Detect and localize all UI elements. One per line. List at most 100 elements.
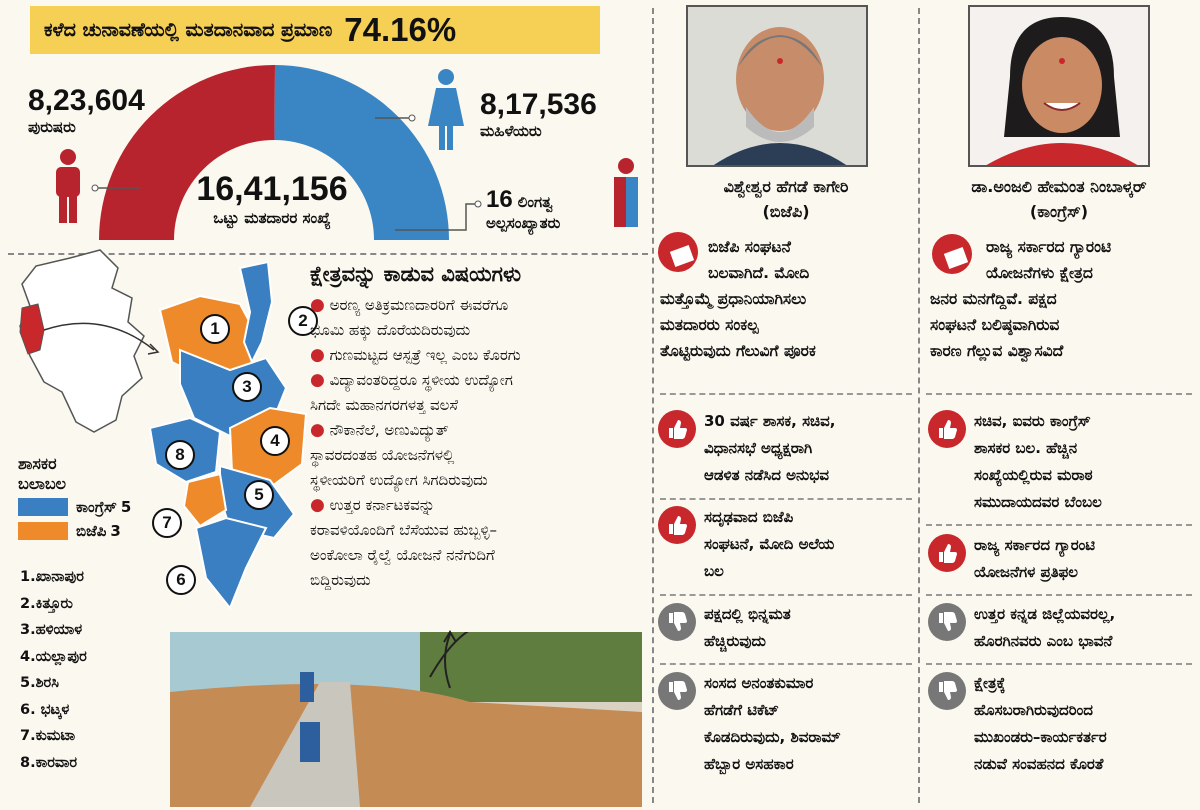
point-line: ಶಾಸಕರ ಬಲ. ಹೆಚ್ಚಿನ xyxy=(974,439,1078,457)
candidate1-divider xyxy=(660,393,912,395)
issue-text: ಸಿಗದೇ ಮಹಾನಗರಗಳತ್ತ ವಲಸೆ xyxy=(310,396,458,414)
candidate1-point-3: ಪಕ್ಷದಲ್ಲಿ ಭಿನ್ನಮತ ಹೆಚ್ಚಿರುವುದು xyxy=(658,603,791,655)
photo-arrow-icon xyxy=(443,630,457,689)
bjp-swatch xyxy=(18,522,68,540)
issue-text: ನೌಕಾನೆಲೆ, ಅಣುವಿದ್ಯುತ್ xyxy=(329,421,449,439)
transgender-figure-icon xyxy=(614,158,638,227)
female-leader-dot xyxy=(408,114,416,122)
candidate2-quote-icon xyxy=(930,232,978,282)
quote-line: ಜನರ ಮನಗೆದ್ದಿವೆ. ಪಕ್ಷದ xyxy=(930,290,1057,308)
issue-item-4: ● ನೌಕಾನೆಲೆ, ಅಣುವಿದ್ಯುತ್ ಸ್ಥಾವರದಂತಹ ಯೋಜನೆ… xyxy=(310,418,650,493)
candidate2-party: (ಕಾಂಗ್ರೆಸ್) xyxy=(1029,202,1089,221)
issue-text: ಉತ್ತರ ಕರ್ನಾಟಕವನ್ನು xyxy=(329,496,435,514)
column-divider-1 xyxy=(652,8,654,803)
photo-pointer-arrow xyxy=(429,632,469,678)
seat-legend: ಶಾಸಕರ ಬಲಾಬಲ ಕಾಂಗ್ರೆಸ್ 5 ಬಿಜೆಪಿ 3 xyxy=(18,454,131,540)
issue-item-5: ● ಉತ್ತರ ಕರ್ನಾಟಕವನ್ನು ಕರಾವಳಿಯೊಂದಿಗೆ ಬೆಸೆಯ… xyxy=(310,493,650,593)
congress-count: 5 xyxy=(120,498,132,516)
point-line: ಪಕ್ಷದಲ್ಲಿ ಭಿನ್ನಮತ xyxy=(704,605,791,623)
railway-site-photo xyxy=(170,632,642,807)
candidate1-point-4: ಸಂಸದ ಅನಂತಕುಮಾರ ಹೆಗಡೆಗೆ ಟಿಕೆಟ್ ಕೊಡದಿರುವುದ… xyxy=(658,672,841,778)
quote-line: ಮತದಾರರು ಸಂಕಲ್ಪ xyxy=(660,316,759,334)
issue-item-1: ● ಅರಣ್ಯ ಅತಿಕ್ರಮಣದಾರರಿಗೆ ಈವರೆಗೂ ಭೂಮಿ ಹಕ್ಕ… xyxy=(310,293,650,343)
trans-leader-line xyxy=(395,203,478,231)
constituency-2-region xyxy=(238,260,274,365)
total-voters-label: ಒಟ್ಟು ಮತದಾರರ ಸಂಖ್ಯೆ xyxy=(213,209,331,227)
quote-line: ಬಲವಾಗಿದೆ. ಮೋದಿ xyxy=(708,264,810,282)
point-line: ಮುಖಂಡರು–ಕಾರ್ಯಕರ್ತರ xyxy=(974,728,1107,746)
quote-line: ಮತ್ತೊಮ್ಮೆ ಪ್ರಧಾನಿಯಾಗಿಸಲು xyxy=(660,290,807,308)
issue-item-3: ● ವಿದ್ಯಾವಂತರಿದ್ದರೂ ಸ್ಥಳೀಯ ಉದ್ಯೋಗ ಸಿಗದೇ ಮ… xyxy=(310,368,650,418)
female-figure-icon xyxy=(428,69,464,150)
map-number-4: 4 xyxy=(260,426,290,456)
point-line: ವಿಧಾನಸಭೆ ಅಧ್ಯಕ್ಷರಾಗಿ xyxy=(704,439,813,457)
issue-text: ವಿದ್ಯಾವಂತರಿದ್ದರೂ ಸ್ಥಳೀಯ ಉದ್ಯೋಗ xyxy=(329,371,513,389)
district-map xyxy=(19,249,308,610)
point-line: 30 ವರ್ಷ ಶಾಸಕ, ಸಚಿವ, xyxy=(704,412,836,430)
constituency-item: 1.ಖಾನಾಪುರ xyxy=(20,569,84,585)
candidate2-point-4: ಕ್ಷೇತ್ರಕ್ಕೆ ಹೊಸಬರಾಗಿರುವುದರಿಂದ ಮುಖಂಡರು–ಕಾ… xyxy=(928,672,1107,778)
candidate2-divider xyxy=(926,393,1192,395)
candidate2-point-1: ಸಚಿವ, ಐವರು ಕಾಂಗ್ರೆಸ್ ಶಾಸಕರ ಬಲ. ಹೆಚ್ಚಿನ ಸ… xyxy=(928,410,1102,516)
issue-text: ಅಂಕೋಲಾ ರೈಲ್ವೆ ಯೋಜನೆ ನನೆಗುದಿಗೆ xyxy=(310,546,495,564)
female-voters-value: 8,17,536 xyxy=(480,88,597,121)
candidate1-point-2: ಸದೃಢವಾದ ಬಿಜೆಪಿ ಸಂಘಟನೆ, ಮೋದಿ ಅಲೆಯ ಬಲ xyxy=(658,506,834,585)
voter-semicircle-chart xyxy=(56,64,638,240)
trans-leader-dot xyxy=(474,200,482,208)
thumbs-up-icon xyxy=(658,410,696,448)
congress-label: ಕಾಂಗ್ರೆಸ್ xyxy=(76,498,117,516)
point-line: ಸಚಿವ, ಐವರು ಕಾಂಗ್ರೆಸ್ xyxy=(974,412,1091,430)
thumbs-up-icon xyxy=(658,506,696,544)
congress-swatch xyxy=(18,498,68,516)
candidate1-quote-icon xyxy=(656,230,704,280)
candidate2-identity: ಡಾ.ಅಂಜಲಿ ಹೇಮಂತ ನಿಂಬಾಳ್ಕರ್ (ಕಾಂಗ್ರೆಸ್) xyxy=(924,174,1194,224)
issue-text: ಬಿದ್ದಿರುವುದು xyxy=(310,571,371,589)
constituency-item: 3.ಹಳಿಯಾಳ xyxy=(20,622,83,638)
candidate2-quote: ರಾಜ್ಯ ಸರ್ಕಾರದ ಗ್ಯಾರಂಟಿ ಯೋಜನೆಗಳು ಕ್ಷೇತ್ರದ… xyxy=(930,234,1192,364)
male-figure-icon xyxy=(56,149,80,223)
female-voters-arc xyxy=(274,65,449,240)
candidate2-name: ಡಾ.ಅಂಜಲಿ ಹೇಮಂತ ನಿಂಬಾಳ್ಕರ್ xyxy=(971,177,1147,196)
issue-text: ಭೂಮಿ ಹಕ್ಕು ದೊರೆಯದಿರುವುದು xyxy=(310,321,471,339)
issues-title: ಕ್ಷೇತ್ರವನ್ನು ಕಾಡುವ ವಿಷಯಗಳು xyxy=(310,262,522,286)
point-line: ನಡುವೆ ಸಂವಹನದ ಕೊರತೆ xyxy=(974,755,1104,773)
candidate2-photo xyxy=(968,5,1150,167)
quote-line: ತೊಟ್ಟಿರುವುದು ಗೆಲುವಿಗೆ ಪೂರಕ xyxy=(660,342,816,360)
male-voters-arc xyxy=(99,64,275,240)
issue-text: ಸ್ಥಾವರದಂತಹ ಯೋಜನೆಗಳಲ್ಲಿ xyxy=(310,446,455,464)
candidate2-divider xyxy=(926,594,1192,596)
thumbs-down-icon xyxy=(658,603,696,641)
point-line: ಹೊಸಬರಾಗಿರುವುದರಿಂದ xyxy=(974,701,1093,719)
map-number-6: 6 xyxy=(166,565,196,595)
map-number-1: 1 xyxy=(200,314,230,344)
constituency-item: 6. ಭಟ್ಕಳ xyxy=(20,701,70,718)
candidate1-name: ವಿಶ್ವೇಶ್ವರ ಹೆಗಡೆ ಕಾಗೇರಿ xyxy=(723,177,849,196)
point-line: ಸಂಖ್ಯೆಯಲ್ಲಿರುವ ಮರಾಠ xyxy=(974,466,1093,484)
male-voters-label: ಪುರುಷರು xyxy=(28,118,76,136)
candidate1-divider xyxy=(660,498,912,500)
point-line: ಹೊರಗಿನವರು ಎಂಬ ಭಾವನೆ xyxy=(974,632,1113,650)
constituency-item: 2.ಕಿತ್ತೂರು xyxy=(20,595,73,612)
turnout-label: ಕಳೆದ ಚುನಾವಣೆಯಲ್ಲಿ ಮತದಾನವಾದ ಪ್ರಮಾಣ xyxy=(44,19,333,41)
candidate1-photo xyxy=(686,5,868,167)
point-line: ಬಲ xyxy=(704,562,724,580)
transgender-value: 16 xyxy=(486,186,513,213)
constituency-6-region xyxy=(194,516,268,610)
point-line: ಸಮುದಾಯದವರ ಬೆಂಬಲ xyxy=(974,493,1102,511)
candidate1-divider xyxy=(660,663,912,665)
map-number-8: 8 xyxy=(165,440,195,470)
uttara-kannada-highlight xyxy=(19,303,45,355)
issues-section: ಕ್ಷೇತ್ರವನ್ನು ಕಾಡುವ ವಿಷಯಗಳು ● ಅರಣ್ಯ ಅತಿಕ್… xyxy=(310,262,650,593)
map-number-5: 5 xyxy=(244,480,274,510)
map-number-7: 7 xyxy=(152,508,182,538)
point-line: ಕೊಡದಿರುವುದು, ಶಿವರಾಮ್ xyxy=(704,728,841,746)
male-leader-dot xyxy=(91,184,99,192)
section-divider xyxy=(8,253,648,255)
candidate2-divider xyxy=(926,524,1192,526)
legend-title-1: ಶಾಸಕರ xyxy=(18,454,57,473)
legend-congress: ಕಾಂಗ್ರೆಸ್ 5 xyxy=(18,498,131,516)
issue-text: ಕರಾವಳಿಯೊಂದಿಗೆ ಬೆಸೆಯುವ ಹುಬ್ಬಳ್ಳಿ– xyxy=(310,521,498,539)
candidate1-quote: ಬಿಜೆಪಿ ಸಂಘಟನೆ ಬಲವಾಗಿದೆ. ಮೋದಿ ಮತ್ತೊಮ್ಮೆ ಪ… xyxy=(660,234,912,364)
constituency-7-region xyxy=(182,472,228,528)
point-line: ಆಡಳಿತ ನಡೆಸಿದ ಅನುಭವ xyxy=(704,466,830,484)
